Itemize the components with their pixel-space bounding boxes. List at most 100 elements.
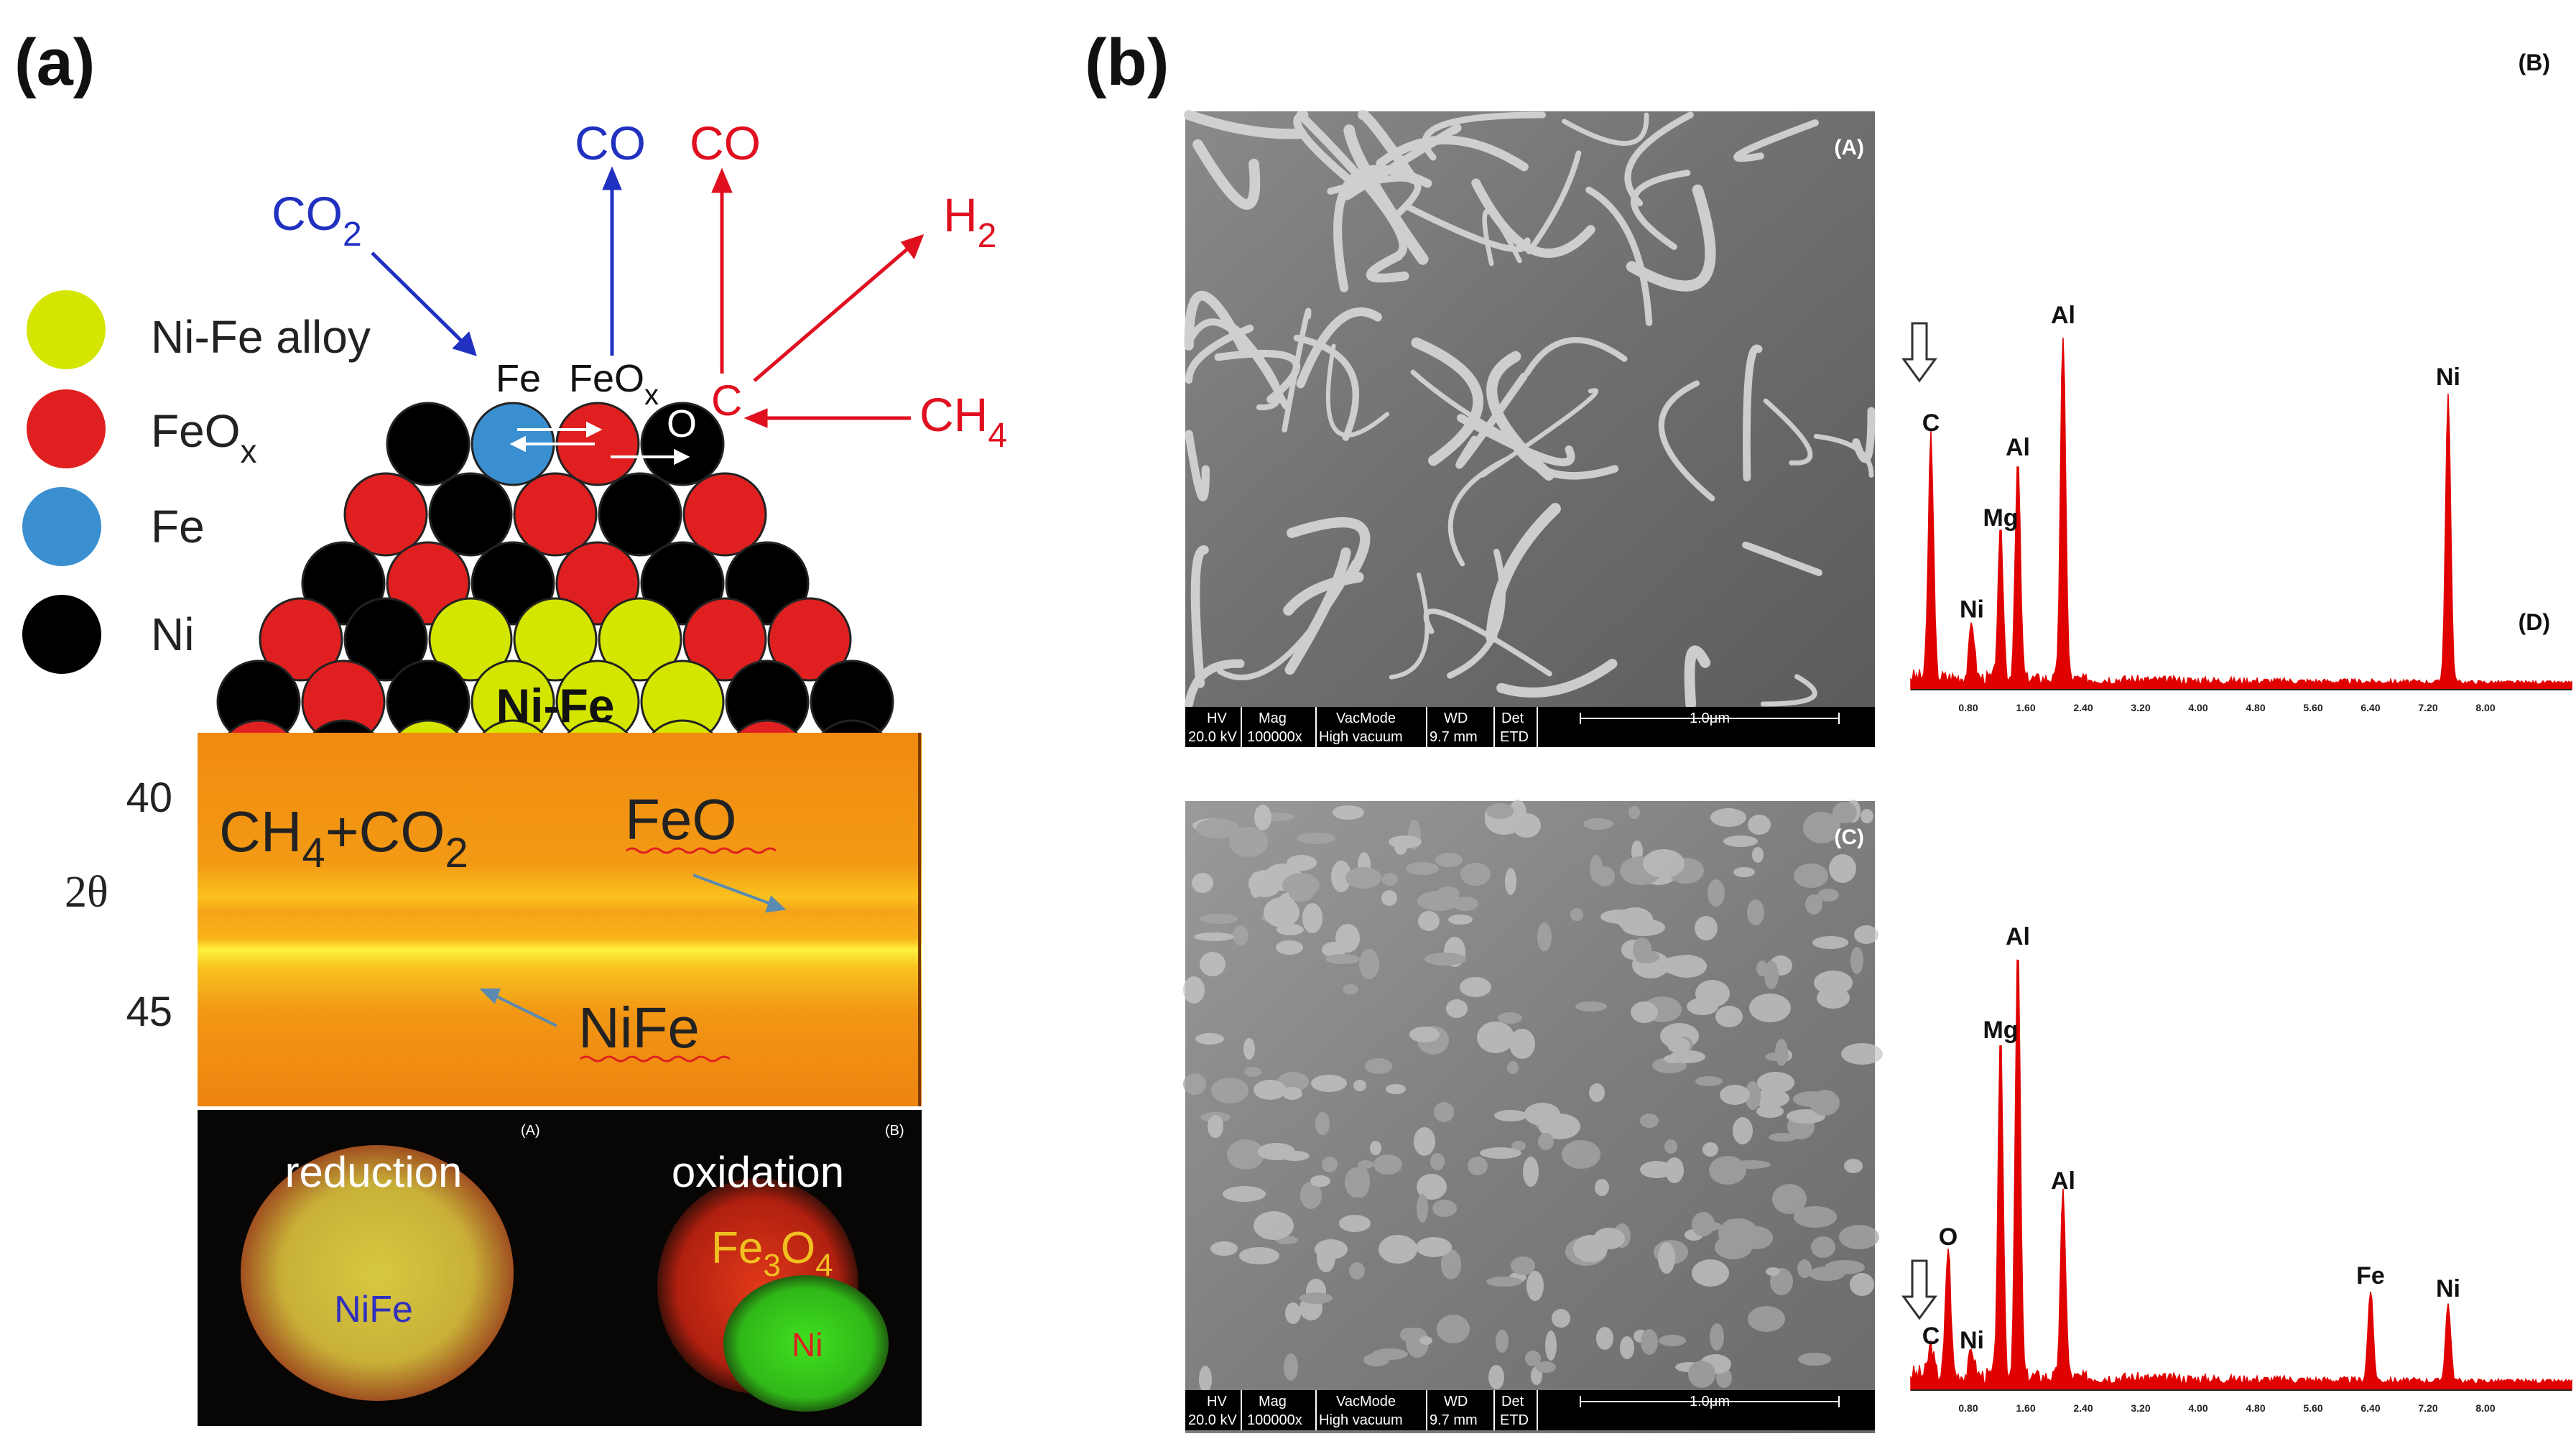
panel-a-legend: Ni-Fe alloy FeOx Fe Ni — [22, 290, 371, 674]
grain — [1229, 827, 1268, 857]
nanotube — [1190, 545, 1209, 688]
grain — [1509, 1029, 1535, 1059]
grain — [1748, 815, 1771, 835]
grain — [1276, 940, 1303, 955]
species-ch4: CH4 — [919, 388, 1007, 455]
peak-label-al: Al — [2006, 434, 2030, 461]
grain — [1590, 855, 1603, 882]
databar-hv-value: 20.0 kV — [1188, 729, 1237, 745]
peak-label-mg: Mg — [1983, 1017, 2018, 1044]
grain — [1243, 1038, 1255, 1060]
grain — [1233, 925, 1248, 945]
xrd-axis-label: 2θ — [65, 868, 108, 917]
grain — [1769, 1133, 1797, 1142]
grain — [1373, 1154, 1402, 1175]
grain — [1537, 922, 1552, 951]
grain — [1417, 1174, 1447, 1200]
grain — [1196, 818, 1239, 838]
grain — [1710, 808, 1746, 827]
grain — [1279, 893, 1294, 912]
databar-vac-label: VacMode — [1336, 1394, 1396, 1409]
legend-swatch-nife — [27, 290, 106, 369]
species-co-red: CO — [690, 116, 761, 170]
nanotube — [1293, 111, 1359, 188]
legend-label-fe: Fe — [151, 501, 205, 552]
nanotube — [1366, 251, 1409, 283]
grain — [1345, 867, 1381, 889]
grain — [1552, 1309, 1570, 1328]
databar-wd-label: WD — [1444, 710, 1468, 726]
nanotube — [1358, 109, 1418, 184]
grain — [1695, 916, 1718, 940]
xrd-tick-45: 45 — [126, 989, 172, 1035]
grain — [1254, 1080, 1287, 1100]
sem-tag-a: (A) — [1834, 136, 1864, 159]
grain — [1325, 954, 1360, 964]
arrow-co-blue-out — [602, 166, 622, 356]
grain — [1817, 889, 1839, 902]
nanotube — [1343, 124, 1429, 265]
atom-feox — [682, 597, 767, 682]
grain — [1365, 1058, 1392, 1074]
peak-label-ni: Ni — [2436, 364, 2460, 391]
arrow-ch4-in — [743, 408, 911, 428]
grain — [1208, 1115, 1223, 1138]
grain — [1453, 897, 1478, 911]
nanotube — [1743, 344, 1763, 482]
down-arrow-icon — [1901, 1259, 1937, 1320]
grain — [1798, 1353, 1831, 1366]
nanotube — [1585, 186, 1653, 326]
sem-image-c: (C) HV 20.0 kV Mag 100000x VacMode High … — [1183, 800, 1883, 1433]
nanotube — [1631, 170, 1691, 250]
grain — [1752, 1089, 1789, 1108]
grain — [1749, 994, 1791, 1022]
atom-feox — [682, 472, 767, 557]
grain — [1414, 1127, 1435, 1156]
nanotube — [1742, 541, 1822, 576]
nanotube — [1183, 109, 1307, 139]
legend-swatch-fe — [22, 487, 101, 566]
nanotube — [1852, 407, 1876, 463]
grain — [1244, 1067, 1261, 1077]
nanotube — [1185, 324, 1254, 384]
eds-title-reduction: reduction — [285, 1148, 463, 1196]
grain — [1640, 1114, 1659, 1128]
grain — [1640, 1161, 1673, 1178]
peak-label-mg: Mg — [1983, 504, 2018, 532]
arrow-feo-line — [692, 874, 787, 913]
arrow-h2-out — [753, 233, 925, 382]
grain — [1277, 924, 1304, 935]
grain — [1200, 952, 1226, 976]
down-arrow-icon — [1901, 322, 1937, 383]
nanotube — [1282, 307, 1312, 433]
surface-label-c: C — [711, 376, 742, 425]
grain — [1430, 1153, 1445, 1170]
eds-title-oxidation: oxidation — [672, 1148, 844, 1196]
databar-vac-value: High vacuum — [1319, 1412, 1403, 1428]
atom-nife — [428, 597, 513, 682]
peak-label-c: C — [1922, 1323, 1940, 1350]
panel-b-label: (b) — [1085, 26, 1169, 99]
grain — [1317, 1244, 1335, 1272]
eds-particle-reduction — [241, 1145, 514, 1401]
panel-a: (a) Ni-Fe alloy FeOx Fe Ni — [14, 26, 1007, 1426]
peak-label-al: Al — [2051, 1167, 2075, 1195]
x-tick-label: 6.40 — [2360, 1402, 2380, 1414]
spectrum-tag: (D) — [2519, 609, 2550, 635]
grain — [1239, 1247, 1279, 1264]
grain — [1480, 1147, 1521, 1159]
x-tick-label: 4.80 — [2246, 1402, 2265, 1414]
grain — [1764, 960, 1779, 989]
nanotube — [1480, 388, 1599, 478]
atom-feox — [343, 472, 428, 557]
grain — [1315, 1112, 1330, 1135]
xrd-tick-40: 40 — [126, 774, 172, 821]
arrow-co2-in — [371, 251, 477, 356]
grain — [1841, 1043, 1883, 1065]
nanotube — [1423, 608, 1552, 677]
databar-mag-value: 100000x — [1247, 1412, 1302, 1428]
grain — [1509, 800, 1526, 827]
grain — [1418, 911, 1440, 931]
grain — [1409, 1027, 1440, 1042]
grain — [1386, 1084, 1406, 1094]
